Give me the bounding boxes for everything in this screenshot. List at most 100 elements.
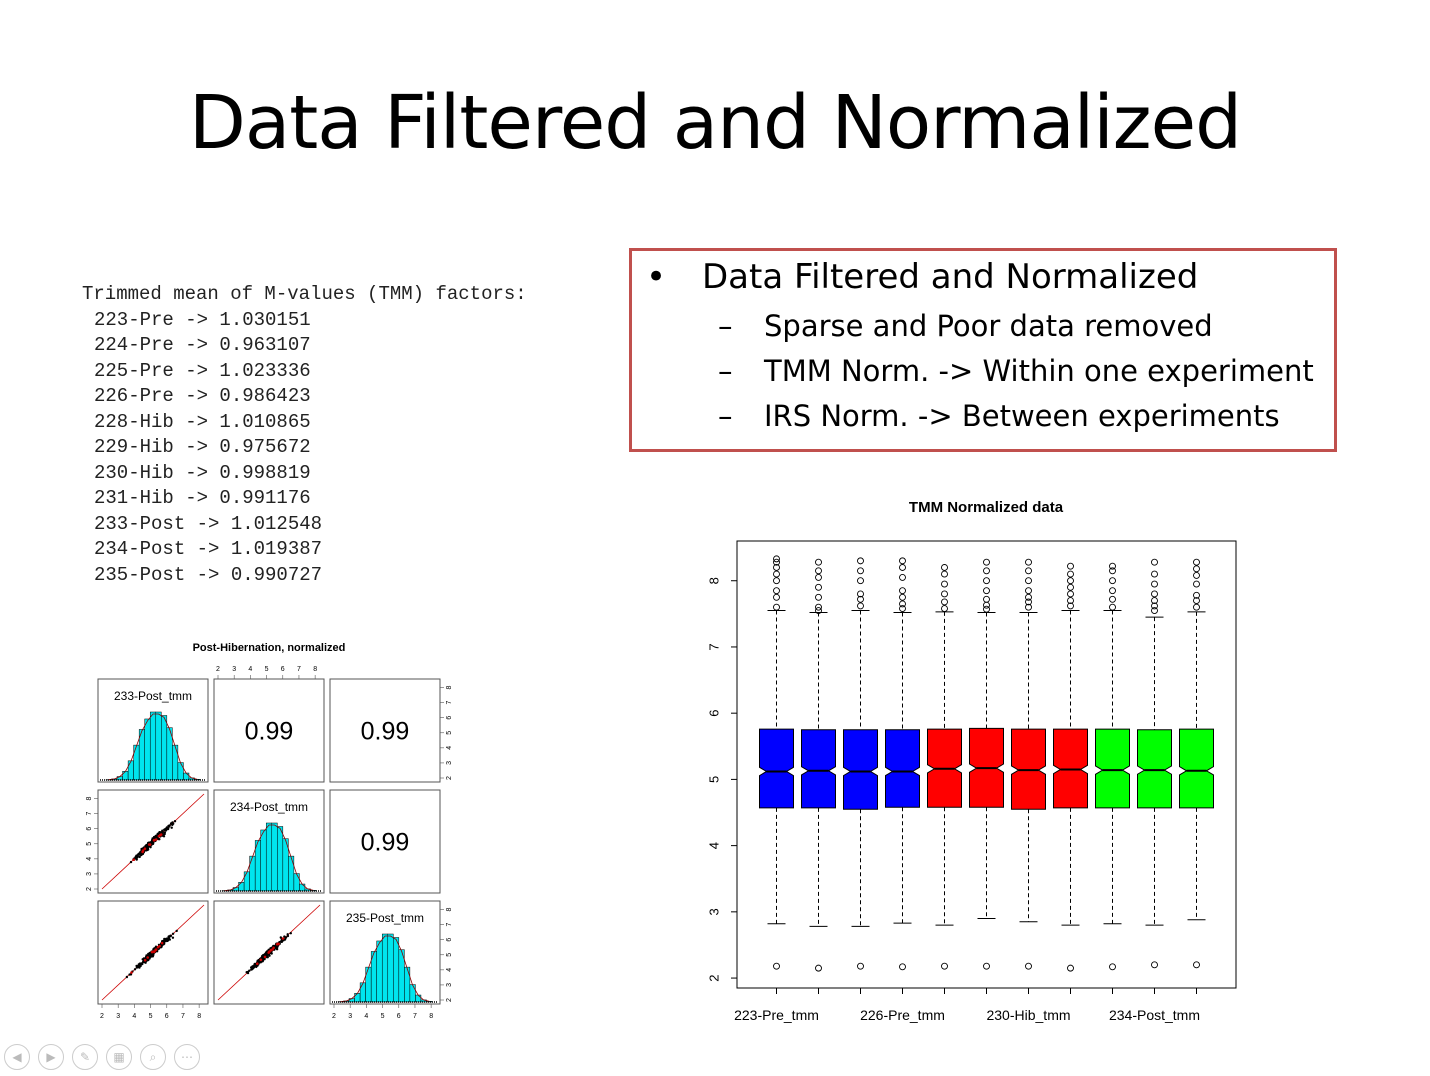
outlier-point	[857, 567, 864, 575]
outlier-point	[1151, 961, 1158, 969]
outlier-point	[1151, 570, 1158, 578]
scatter-point-red	[159, 833, 162, 837]
axis-tick-label: 8	[446, 907, 453, 911]
outlier-point	[1151, 590, 1158, 598]
y-tick-label: 3	[706, 908, 721, 915]
axis-tick-label: 7	[446, 923, 453, 927]
outlier-point	[1025, 577, 1032, 585]
outlier-point	[1151, 597, 1158, 605]
outlier-point	[815, 567, 822, 575]
variable-label: 233-Post_tmm	[114, 689, 192, 703]
outlier-point	[815, 593, 822, 601]
axis-tick-label: 5	[446, 953, 453, 957]
outlier-point	[1193, 597, 1200, 605]
density-curve	[224, 824, 314, 892]
outlier-point	[857, 577, 864, 585]
outlier-point	[983, 962, 990, 970]
scatter-point-red	[152, 838, 156, 842]
outlier-point	[983, 601, 990, 609]
scatter-point	[125, 975, 129, 979]
prev-icon[interactable]: ◀	[4, 1044, 30, 1070]
outlier-point	[1193, 571, 1200, 579]
axis-tick-label: 7	[86, 812, 93, 816]
axis-tick-label: 2	[446, 776, 453, 780]
outlier-point	[1193, 961, 1200, 969]
scatter-point	[289, 932, 292, 935]
outlier-point	[773, 603, 780, 611]
outlier-point	[1151, 602, 1158, 610]
axis-tick-label: 2	[86, 887, 93, 891]
scatter-point-red	[276, 942, 280, 946]
outlier-point	[773, 570, 780, 578]
boxplot-title: TMM Normalized data	[909, 499, 1064, 516]
scatter-point	[283, 938, 287, 941]
y-tick-label: 6	[706, 710, 721, 717]
outlier-point	[857, 590, 864, 598]
outlier-point	[815, 558, 822, 566]
next-icon[interactable]: ▶	[38, 1044, 64, 1070]
axis-tick-label: 6	[397, 1013, 401, 1020]
outlier-point	[1109, 603, 1116, 611]
tmm-row: 235-Post -> 0.990727	[94, 563, 323, 586]
outlier-point	[1025, 603, 1032, 611]
outlier-point	[899, 593, 906, 601]
axis-tick-label: 6	[165, 1013, 169, 1020]
density-curve	[108, 713, 198, 781]
density-curve	[340, 935, 430, 1003]
outlier-point	[899, 600, 906, 608]
slideshow-nav: ◀ ▶ ✎ ▦ ⌕ ⋯	[4, 1044, 200, 1070]
scatter-point	[286, 933, 289, 936]
pairs-panel	[329, 678, 441, 783]
scatter-point	[255, 965, 258, 969]
scatter-point	[281, 939, 284, 942]
axis-tick-label: 5	[381, 1013, 385, 1020]
scatter-point	[148, 951, 152, 955]
more-icon[interactable]: ⋯	[174, 1044, 200, 1070]
pairs-panel	[329, 900, 441, 1005]
box-235-Post_tmm	[1179, 728, 1214, 809]
scatter-point	[257, 958, 261, 962]
outlier-point	[899, 963, 906, 971]
slides-icon[interactable]: ▦	[106, 1044, 132, 1070]
outlier-point	[983, 558, 990, 566]
outlier-point	[941, 580, 948, 588]
scatter-point-red	[152, 950, 156, 954]
x-tick-label: 223-Pre_tmm	[734, 1007, 819, 1023]
y-tick-label: 4	[706, 842, 721, 849]
axis-tick-label: 8	[197, 1013, 201, 1020]
scatter-point	[145, 845, 148, 849]
outlier-point	[857, 962, 864, 970]
axis-tick-label: 7	[181, 1013, 185, 1020]
scatter-point	[139, 853, 143, 857]
dash-icon: –	[718, 354, 733, 388]
scatter-point	[171, 936, 175, 939]
outlier-point	[1025, 567, 1032, 575]
outlier-point	[815, 583, 822, 591]
tmm-row: 226-Pre -> 0.986423	[94, 385, 311, 407]
outlier-point	[857, 595, 864, 603]
axis-tick-label: 8	[86, 796, 93, 800]
scatter-point	[270, 952, 273, 955]
axis-tick-label: 3	[86, 872, 93, 876]
callout-sub-text: TMM Norm. -> Within one experiment	[764, 354, 1314, 388]
scatter-point	[170, 826, 173, 829]
outlier-point	[941, 570, 948, 578]
scatter-point-red	[154, 948, 157, 952]
scatter-point	[135, 855, 138, 858]
outlier-point	[773, 555, 780, 563]
outlier-point	[983, 567, 990, 575]
outlier-point	[773, 593, 780, 601]
variable-label: 235-Post_tmm	[346, 911, 424, 925]
outlier-point	[1067, 562, 1074, 570]
scatter-point	[167, 936, 170, 939]
outlier-point	[857, 557, 864, 565]
outlier-point	[899, 573, 906, 581]
scatter-point-red	[143, 958, 147, 962]
outlier-point	[899, 564, 906, 571]
outlier-point	[1025, 587, 1032, 595]
tmm-row: 224-Pre -> 0.963107	[94, 334, 311, 356]
pen-icon[interactable]: ✎	[72, 1044, 98, 1070]
variable-label: 234-Post_tmm	[230, 800, 308, 814]
pairs-title: Post-Hibernation, normalized	[193, 642, 346, 654]
zoom-icon[interactable]: ⌕	[140, 1044, 166, 1070]
